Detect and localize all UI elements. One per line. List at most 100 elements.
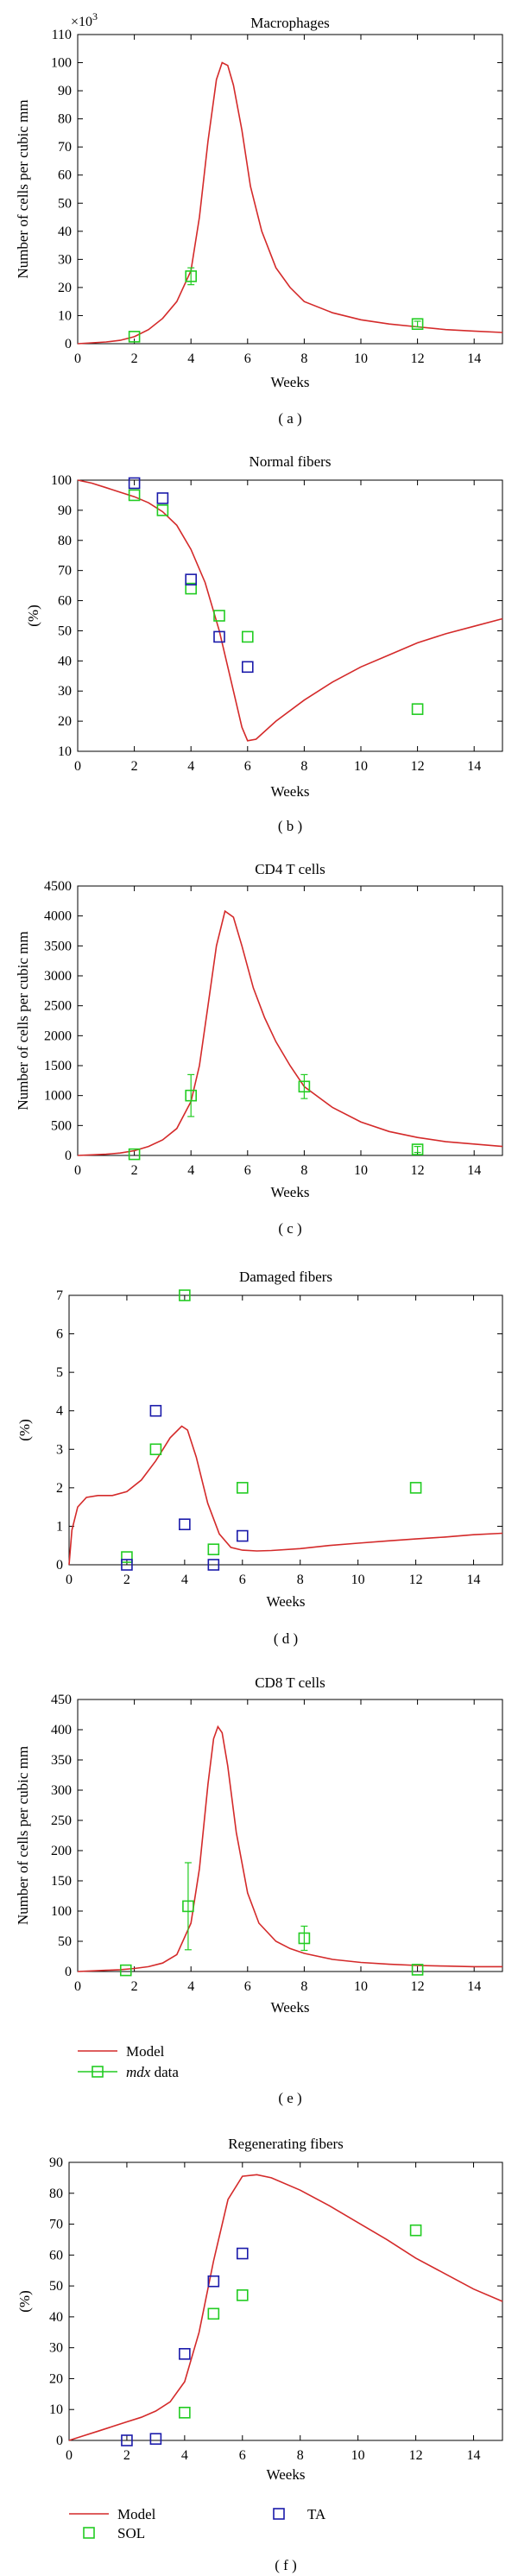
x-tick-label: 2: [123, 2448, 130, 2463]
data-point: [236, 2247, 249, 2260]
x-tick-label: 0: [74, 1979, 81, 1994]
model-curve: [68, 2174, 503, 2441]
y-tick-label: 80: [58, 112, 72, 127]
x-tick-label: 2: [131, 1979, 138, 1994]
x-tick-label: 2: [131, 759, 138, 774]
x-tick-label: 14: [467, 351, 481, 366]
legend-item: TA: [273, 2506, 326, 2522]
x-axis-label: Weeks: [271, 374, 310, 390]
x-tick-label: 14: [467, 759, 481, 774]
y-tick-label: 50: [58, 1934, 72, 1949]
x-tick-label: 6: [239, 1573, 246, 1587]
y-tick-label: 10: [58, 308, 72, 323]
data-point: [128, 489, 141, 502]
data-point: [298, 1080, 311, 1093]
panel-caption: ( e ): [278, 2090, 301, 2106]
y-tick-label: 2: [56, 1481, 63, 1496]
series-mdx-data: [119, 1862, 424, 1977]
y-axis-label: (%): [25, 604, 41, 626]
data-point: [298, 1932, 311, 1945]
data-point: [179, 2407, 191, 2419]
data-point: [241, 661, 254, 674]
model-curve: [77, 61, 503, 345]
data-point: [411, 318, 424, 331]
y-tick-label: 50: [58, 196, 72, 211]
chart-title: Damaged fibers: [239, 1269, 332, 1285]
series-ta: [121, 2247, 249, 2446]
data-point: [236, 1529, 249, 1542]
data-point: [121, 1559, 133, 1571]
x-tick-label: 2: [131, 1163, 138, 1178]
x-tick-label: 8: [297, 1573, 304, 1587]
model-curve: [77, 909, 503, 1156]
y-tick-label: 30: [49, 2341, 63, 2356]
y-tick-label: 20: [58, 281, 72, 295]
y-tick-label: 40: [58, 654, 72, 668]
y-tick-label: 0: [56, 1558, 63, 1573]
y-tick-label: 1: [56, 1519, 63, 1534]
plot-frame: [77, 1699, 503, 1972]
data-point: [213, 610, 225, 622]
x-tick-label: 6: [244, 1979, 251, 1994]
x-tick-label: 10: [354, 1163, 368, 1178]
data-point: [179, 1518, 191, 1530]
x-tick-label: 8: [300, 351, 307, 366]
x-tick-label: 14: [467, 1163, 481, 1178]
panel-a: Macrophages 0 2 4 6 8 10 12 14 0 10 20 30 40 50 60 70 80 9…: [15, 10, 503, 427]
y-tick-label: 60: [58, 594, 72, 609]
series-mdx-data: [128, 1073, 424, 1161]
x-tick-label: 2: [123, 1573, 130, 1587]
x-tick-label: 12: [411, 759, 425, 774]
x-tick-label: 4: [187, 1163, 194, 1178]
y-tick-label: 450: [51, 1693, 72, 1707]
chart-title: Macrophages: [250, 15, 330, 31]
data-point: [128, 1148, 141, 1161]
x-tick-label: 8: [300, 1163, 307, 1178]
data-point: [128, 477, 141, 490]
data-point: [185, 582, 197, 595]
y-tick-label: 0: [65, 337, 72, 351]
y-axis-label: (%): [16, 1419, 33, 1440]
plot-frame: [68, 2161, 503, 2441]
x-tick-label: 0: [74, 759, 81, 774]
y-tick-label: 100: [51, 1904, 72, 1919]
y-tick-label: 70: [49, 2218, 63, 2232]
y-tick-label: 4: [56, 1404, 63, 1419]
x-tick-label: 10: [354, 351, 368, 366]
data-point: [236, 2289, 249, 2301]
chart-title: Normal fibers: [250, 453, 332, 470]
x-tick-label: 6: [244, 351, 251, 366]
x-tick-label: 12: [411, 1979, 425, 1994]
y-tick-label: 100: [51, 473, 72, 488]
y-tick-label: 3500: [44, 939, 72, 953]
y-tick-label: 250: [51, 1813, 72, 1828]
model-curve: [77, 479, 503, 742]
x-tick-label: 6: [244, 759, 251, 774]
y-tick-label: 30: [58, 252, 72, 267]
y-axis-label: (%): [16, 2290, 33, 2312]
legend-item: Model: [69, 2506, 156, 2522]
data-point: [185, 1089, 197, 1102]
x-tick-label: 10: [351, 1573, 365, 1587]
data-point: [411, 1143, 424, 1155]
legend-label: TA: [307, 2506, 326, 2522]
x-tick-label: 14: [467, 1573, 481, 1587]
x-tick-label: 0: [74, 1163, 81, 1178]
data-point: [207, 1559, 220, 1571]
y-tick-label: 200: [51, 1844, 72, 1858]
x-tick-label: 4: [187, 1979, 194, 1994]
series-sol: [128, 489, 424, 715]
model-curve: [77, 1725, 502, 1972]
panel-b: Normal fibers 0 2 4 6 8 10 12 14 10 20 30 40 50 60 70 80…: [25, 453, 503, 834]
data-point: [411, 1964, 424, 1976]
y-tick-label: 90: [58, 84, 72, 98]
legend-label: SOL: [117, 2525, 145, 2541]
legend-item: mdx data: [78, 2064, 179, 2080]
plot-frame: [77, 34, 503, 345]
y-tick-label: 70: [58, 564, 72, 579]
x-tick-label: 4: [181, 1573, 188, 1587]
y-tick-label: 0: [65, 1149, 72, 1163]
y-tick-label: 30: [58, 684, 72, 699]
x-tick-label: 0: [66, 2448, 73, 2463]
